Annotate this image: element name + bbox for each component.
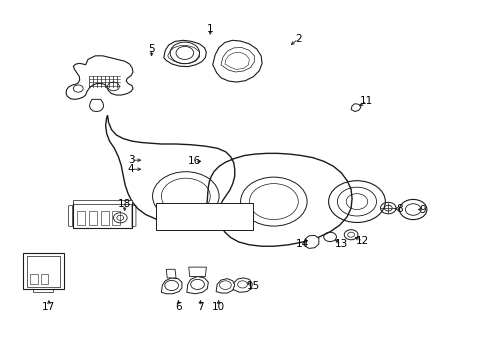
Text: 5: 5 bbox=[148, 44, 155, 54]
Polygon shape bbox=[350, 104, 360, 112]
Bar bbox=[112, 211, 120, 225]
Polygon shape bbox=[145, 149, 175, 163]
Text: 13: 13 bbox=[334, 239, 347, 249]
Bar bbox=[27, 256, 60, 287]
Text: 2: 2 bbox=[294, 34, 301, 44]
Text: 12: 12 bbox=[355, 236, 369, 246]
Polygon shape bbox=[216, 279, 234, 293]
Bar bbox=[89, 211, 97, 225]
Text: 18: 18 bbox=[118, 199, 131, 210]
Bar bbox=[41, 274, 48, 284]
Bar bbox=[73, 202, 132, 228]
Text: 1: 1 bbox=[206, 24, 213, 34]
Bar bbox=[73, 200, 132, 204]
Text: 4: 4 bbox=[127, 164, 134, 174]
Text: 9: 9 bbox=[419, 204, 426, 215]
Text: 14: 14 bbox=[295, 239, 308, 249]
Text: 8: 8 bbox=[396, 204, 403, 214]
Bar bbox=[101, 211, 108, 225]
Text: 7: 7 bbox=[197, 302, 203, 312]
Bar bbox=[30, 274, 38, 284]
Text: 3: 3 bbox=[127, 155, 134, 165]
Text: 10: 10 bbox=[212, 302, 224, 312]
Bar bbox=[77, 211, 85, 225]
Polygon shape bbox=[188, 267, 206, 276]
Text: 15: 15 bbox=[246, 281, 260, 291]
Polygon shape bbox=[144, 162, 177, 174]
Bar bbox=[33, 289, 53, 292]
Polygon shape bbox=[105, 115, 351, 246]
Polygon shape bbox=[232, 278, 252, 292]
Polygon shape bbox=[186, 276, 208, 294]
Text: 11: 11 bbox=[359, 96, 373, 106]
Polygon shape bbox=[304, 235, 318, 248]
Text: 16: 16 bbox=[187, 156, 201, 166]
Text: 6: 6 bbox=[175, 302, 182, 312]
Bar bbox=[155, 203, 253, 230]
Polygon shape bbox=[163, 40, 206, 67]
Bar bbox=[23, 253, 63, 289]
Text: 17: 17 bbox=[42, 302, 56, 312]
Polygon shape bbox=[66, 56, 133, 99]
Polygon shape bbox=[212, 40, 262, 82]
Polygon shape bbox=[161, 278, 182, 294]
Polygon shape bbox=[89, 99, 103, 112]
Polygon shape bbox=[166, 269, 176, 278]
